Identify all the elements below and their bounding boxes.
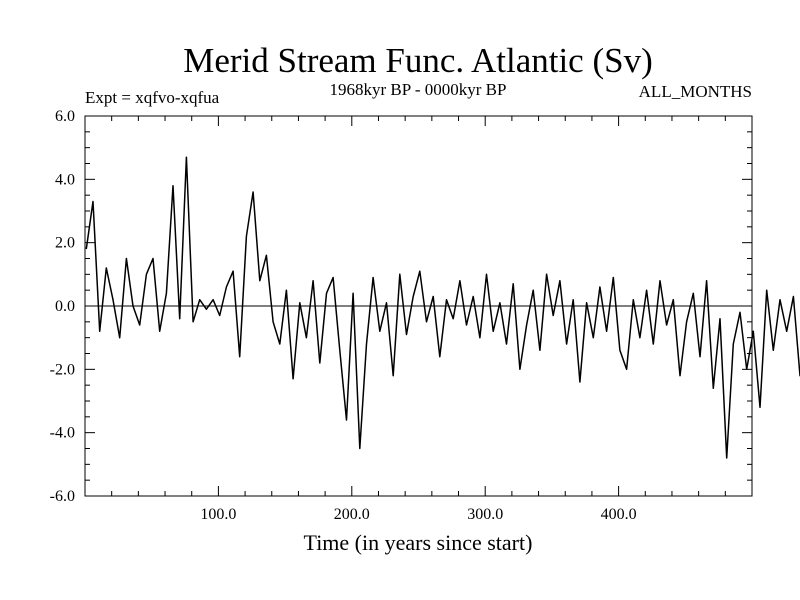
y-tick-label: 2.0 [55, 235, 75, 252]
chart-title: Merid Stream Func. Atlantic (Sv) [183, 41, 653, 80]
y-tick-label: 4.0 [55, 171, 75, 188]
axis-tick-labels: 100.0 200.0 300.0 400.0 -6.0 -4.0 -2.0 0.0 2.0 4.… [50, 108, 637, 523]
months-label: ALL_MONTHS [639, 82, 752, 101]
series-line [85, 156, 800, 459]
y-tick-label: 6.0 [55, 108, 75, 125]
y-tick-label: -4.0 [50, 425, 75, 442]
y-tick-label: 0.0 [55, 298, 75, 315]
y-tick-label: -2.0 [50, 361, 75, 378]
axis-ticks [85, 115, 752, 497]
y-tick-label: -6.0 [50, 488, 75, 505]
x-tick-label: 200.0 [334, 506, 370, 523]
experiment-label: Expt = xqfvo-xqfua [85, 88, 220, 107]
plot-frame [84, 115, 753, 497]
x-axis-label: Time (in years since start) [304, 530, 533, 555]
x-tick-label: 300.0 [467, 506, 503, 523]
x-tick-label: 100.0 [200, 506, 236, 523]
chart-subtitle: 1968kyr BP - 0000kyr BP [330, 80, 507, 99]
x-tick-label: 400.0 [601, 506, 637, 523]
